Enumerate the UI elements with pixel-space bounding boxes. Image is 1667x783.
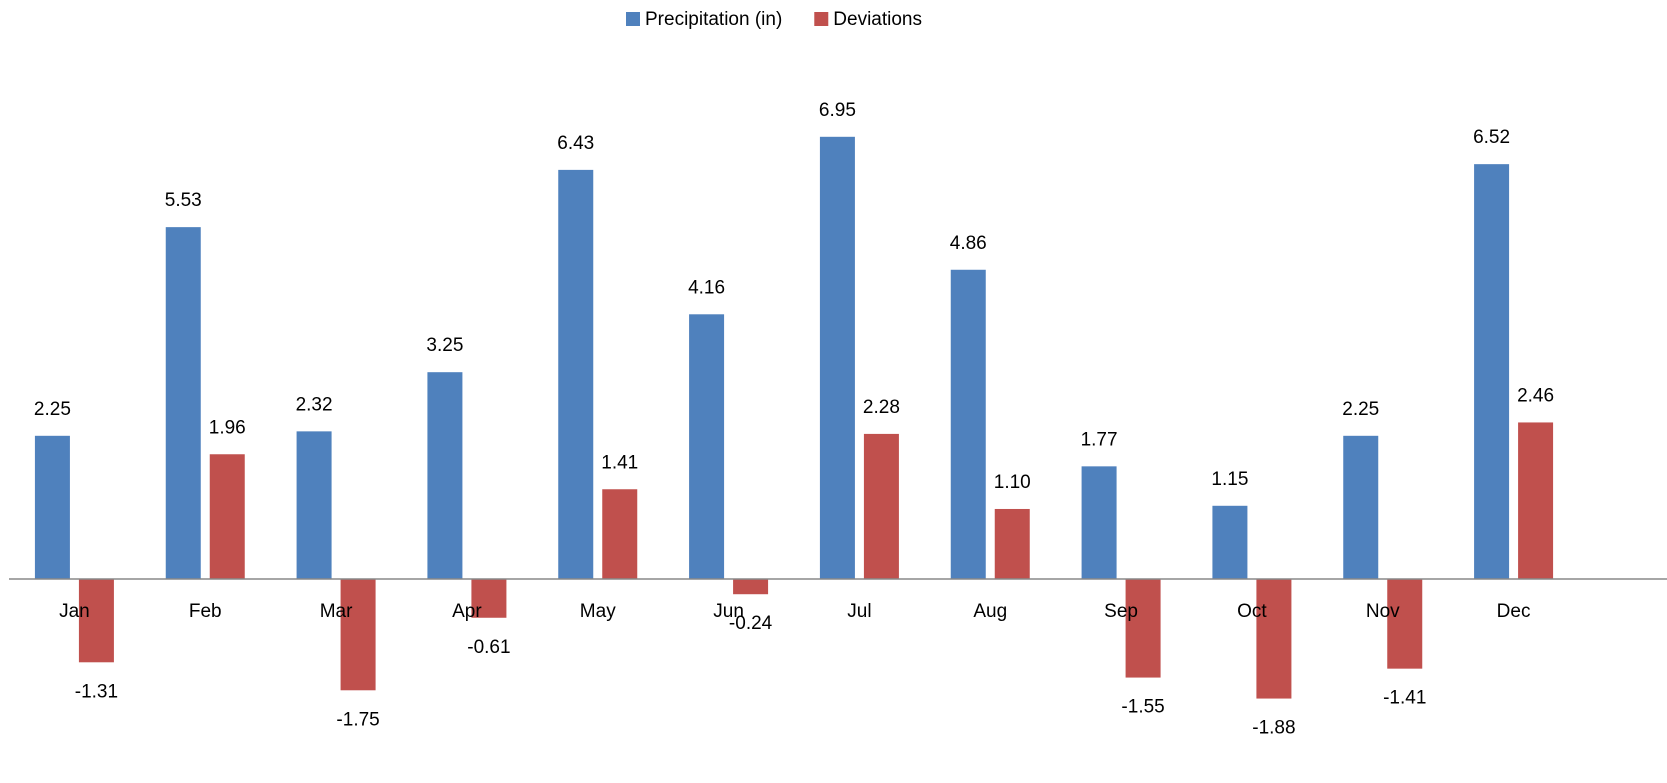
bar — [1125, 578, 1161, 678]
data-label: -1.55 — [1121, 697, 1164, 718]
bar — [78, 578, 114, 663]
x-tick-label: Sep — [1104, 601, 1138, 622]
x-tick-label: Dec — [1497, 601, 1531, 622]
data-label: 1.10 — [994, 472, 1031, 493]
bar — [1081, 466, 1117, 579]
x-tick-label: Aug — [973, 601, 1007, 622]
bar — [471, 578, 507, 618]
data-label: -1.75 — [336, 709, 379, 730]
data-label: 1.41 — [601, 452, 638, 473]
data-label: 3.25 — [426, 335, 463, 356]
data-label: 2.28 — [863, 397, 900, 418]
x-tick-label: Nov — [1366, 601, 1400, 622]
data-label: 6.52 — [1473, 127, 1510, 148]
data-label: 5.53 — [165, 190, 202, 211]
data-label: 1.77 — [1081, 429, 1118, 450]
data-label: 2.46 — [1517, 385, 1554, 406]
bar — [1256, 578, 1292, 699]
legend-label: Deviations — [833, 9, 922, 30]
bar — [1212, 505, 1248, 579]
bar — [558, 169, 594, 579]
bar — [994, 508, 1030, 579]
bar — [427, 372, 463, 579]
data-label: 6.43 — [557, 133, 594, 154]
data-label: 2.25 — [1342, 399, 1379, 420]
x-tick-label: May — [580, 601, 616, 622]
bar — [165, 227, 201, 579]
bar — [602, 489, 638, 579]
bar — [863, 433, 899, 579]
data-label: 1.15 — [1211, 469, 1248, 490]
data-label: 2.25 — [34, 399, 71, 420]
data-label: 2.32 — [296, 394, 333, 415]
x-tick-label: Mar — [320, 601, 353, 622]
bar — [819, 136, 855, 579]
bar — [340, 578, 376, 691]
data-label: -0.24 — [729, 613, 773, 634]
bar — [950, 269, 986, 579]
bar — [733, 578, 769, 595]
bar — [1474, 164, 1510, 579]
data-label: 4.16 — [688, 277, 725, 298]
data-label: -1.31 — [75, 681, 118, 702]
data-label: -1.41 — [1383, 688, 1426, 709]
x-tick-label: Feb — [189, 601, 222, 622]
legend-swatch — [814, 12, 829, 26]
x-tick-label: Apr — [452, 601, 482, 622]
data-label: 1.96 — [209, 417, 246, 438]
bar — [209, 454, 245, 579]
bar — [1518, 422, 1554, 579]
bar — [34, 435, 70, 579]
data-label: 4.86 — [950, 233, 987, 254]
x-tick-label: Oct — [1237, 601, 1267, 622]
legend-label: Precipitation (in) — [645, 9, 782, 30]
data-label: -0.61 — [467, 637, 510, 658]
bar — [689, 314, 725, 579]
x-tick-label: Jun — [713, 601, 744, 622]
x-tick-label: Jan — [59, 601, 90, 622]
data-label: 6.95 — [819, 100, 856, 121]
bar — [1343, 435, 1379, 579]
bar — [1387, 578, 1423, 669]
x-tick-label: Jul — [847, 601, 871, 622]
data-label: -1.88 — [1252, 718, 1295, 739]
bar — [296, 431, 332, 579]
legend-swatch — [626, 12, 640, 26]
